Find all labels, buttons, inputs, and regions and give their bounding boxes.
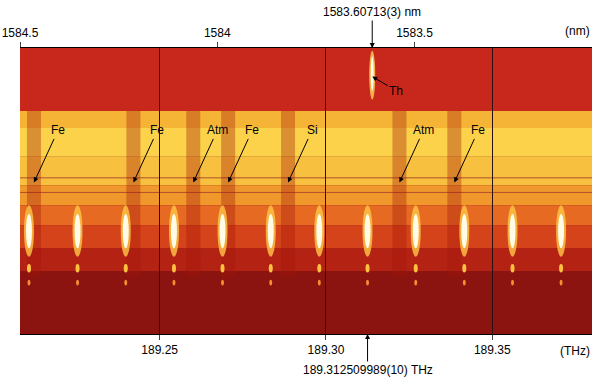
svg-text:189.312509989(10) THz: 189.312509989(10) THz xyxy=(303,363,433,377)
svg-text:Atm: Atm xyxy=(207,123,228,137)
svg-text:(nm): (nm) xyxy=(565,24,590,38)
svg-text:1583.60713(3) nm: 1583.60713(3) nm xyxy=(323,5,421,19)
svg-text:189.35: 189.35 xyxy=(474,343,511,357)
svg-text:1584.5: 1584.5 xyxy=(2,26,39,40)
svg-text:Si: Si xyxy=(307,123,318,137)
svg-text:(THz): (THz) xyxy=(560,344,590,358)
svg-text:Fe: Fe xyxy=(150,123,164,137)
svg-text:Atm: Atm xyxy=(413,123,434,137)
svg-text:1584: 1584 xyxy=(204,26,231,40)
svg-text:Fe: Fe xyxy=(471,123,485,137)
svg-text:189.25: 189.25 xyxy=(141,343,178,357)
svg-text:Fe: Fe xyxy=(51,123,65,137)
svg-text:Fe: Fe xyxy=(245,123,259,137)
svg-text:1583.5: 1583.5 xyxy=(396,26,433,40)
svg-text:189.30: 189.30 xyxy=(308,343,345,357)
svg-text:Th: Th xyxy=(389,84,403,98)
